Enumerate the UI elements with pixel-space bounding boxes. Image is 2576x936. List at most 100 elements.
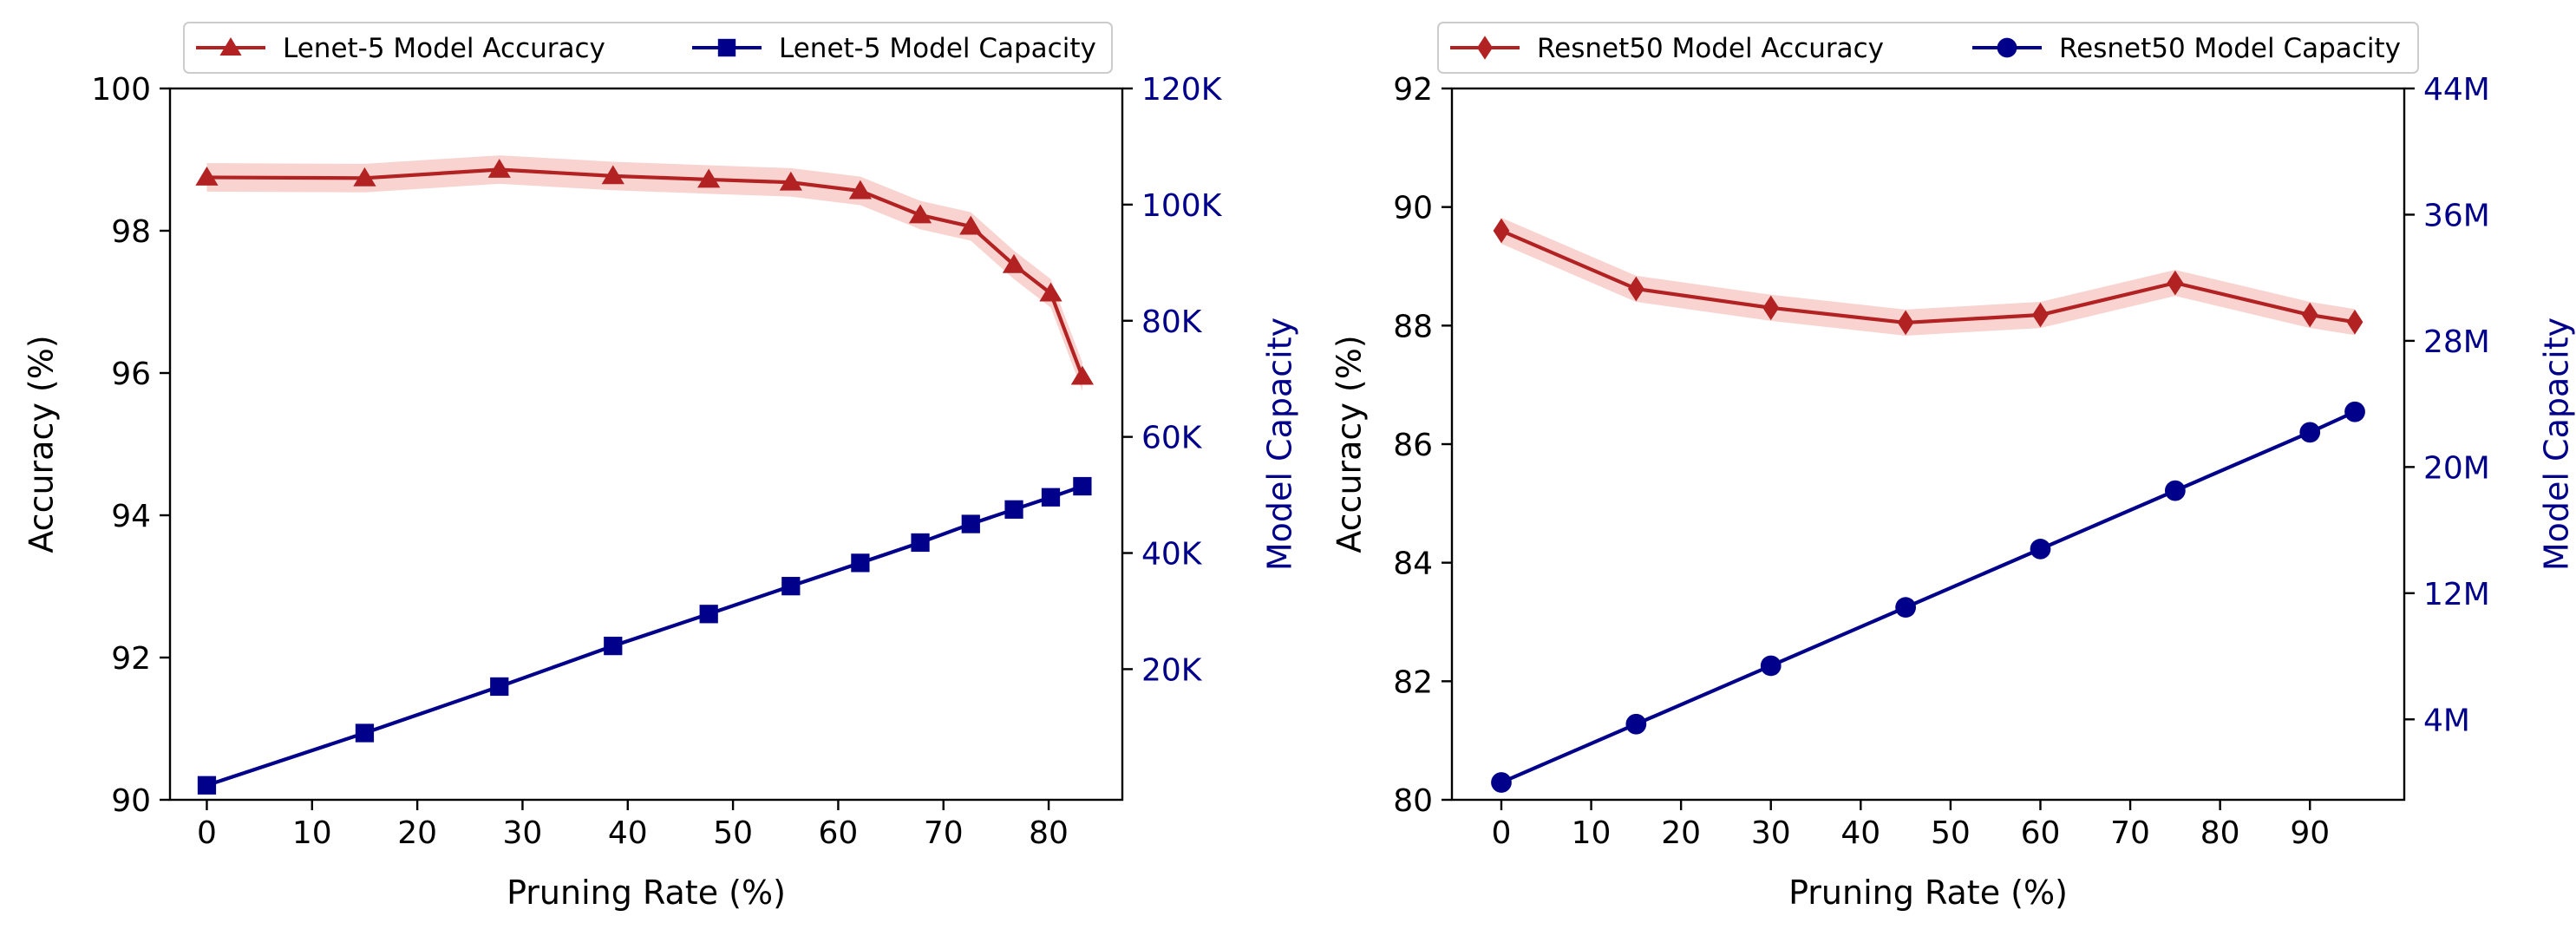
series-0-point-11 [1070, 365, 1095, 385]
resnet-y-right-axis-label: Model Capacity [2538, 317, 2576, 571]
series-0-point-8 [959, 215, 983, 235]
x-tick-label-8: 80 [1029, 815, 1069, 851]
x-tick-label-1: 10 [1572, 815, 1612, 851]
x-tick-label-3: 30 [503, 815, 543, 851]
y-right-tick-label-5: 44M [2423, 72, 2490, 108]
y-right-tick-label-3: 28M [2423, 324, 2490, 360]
y-right-tick-label-4: 100K [1141, 188, 1223, 224]
series-1-point-5 [2164, 480, 2186, 501]
series-1-point-5 [781, 577, 801, 596]
series-0-error-band [1500, 217, 2356, 336]
y-tick-label-2: 84 [1393, 547, 1433, 582]
y-right-tick-label-1: 40K [1141, 537, 1203, 573]
series-0-point-0 [195, 167, 219, 186]
y-tick-label-1: 82 [1393, 664, 1433, 700]
resnet-markers-layer [1491, 218, 2365, 793]
legend-entry-lenet-accuracy: Lenet-5 Model Accuracy [196, 33, 605, 64]
y-tick-label-5: 100 [91, 72, 151, 108]
series-0-point-2 [1762, 295, 1780, 321]
series-1-point-7 [2344, 401, 2365, 422]
series-1-point-4 [2030, 539, 2051, 560]
lenet-y-right-axis-label: Model Capacity [1261, 317, 1299, 571]
series-0-point-5 [2167, 270, 2184, 296]
x-tick-label-2: 20 [1661, 815, 1701, 851]
y-tick-label-6: 92 [1393, 72, 1433, 108]
x-tick-label-0: 0 [1492, 815, 1512, 851]
x-tick-label-4: 40 [1840, 815, 1880, 851]
y-right-tick-label-0: 4M [2423, 703, 2470, 738]
lenet-chart: 0 10 20 30 40 50 60 70 80 90 92 94 96 98 100 20K 40K 60K 8… [23, 22, 1299, 912]
x-tick-label-1: 10 [292, 815, 332, 851]
series-1-point-6 [2299, 422, 2321, 443]
lenet-plot-frame [168, 87, 1124, 802]
resnet-lines-layer [1500, 229, 2356, 784]
series-0-point-0 [1493, 218, 1510, 244]
lenet-legend: Lenet-5 Model Accuracy Lenet-5 Model Cap… [183, 22, 1113, 74]
series-0-point-4 [2032, 302, 2049, 328]
series-0-point-7 [2346, 309, 2364, 335]
series-0-point-1 [1627, 276, 1644, 302]
resnet-chart: 0 10 20 30 40 50 60 70 80 90 80 82 84 86 88 90 92 4M 12M 20… [1330, 22, 2576, 912]
series-0-point-6 [2301, 302, 2318, 328]
x-tick-label-8: 80 [2200, 815, 2240, 851]
series-1-point-11 [1073, 476, 1092, 496]
x-tick-label-2: 20 [397, 815, 437, 851]
series-0-point-6 [848, 180, 873, 200]
y-tick-label-3: 96 [111, 357, 151, 392]
y-tick-label-2: 94 [111, 499, 151, 534]
series-1-point-3 [1895, 597, 1916, 619]
y-right-tick-label-2: 60K [1141, 421, 1203, 456]
series-1-line [1500, 409, 2356, 784]
y-tick-label-4: 98 [111, 214, 151, 250]
series-1-point-6 [851, 553, 870, 573]
legend-label: Resnet50 Model Capacity [2059, 33, 2401, 64]
x-tick-label-9: 90 [2290, 815, 2330, 851]
resnet-legend: Resnet50 Model Accuracy Resnet50 Model C… [1437, 22, 2419, 74]
series-0-line [1500, 229, 2356, 325]
series-0-point-4 [697, 168, 721, 188]
x-tick-label-0: 0 [197, 815, 217, 851]
y-tick-label-4: 88 [1393, 309, 1433, 344]
lenet-ticks-layer: 0 10 20 30 40 50 60 70 80 90 92 94 96 98 100 20K 40K 60K 8… [91, 72, 1222, 851]
series-1-point-7 [911, 533, 930, 553]
y-right-tick-label-5: 120K [1141, 72, 1223, 108]
y-right-tick-label-4: 36M [2423, 198, 2490, 233]
series-0-point-2 [487, 158, 511, 178]
x-tick-label-6: 60 [819, 815, 859, 851]
lenet-markers-layer [195, 158, 1095, 795]
resnet-legend-box [1437, 22, 2419, 74]
y-right-tick-label-1: 12M [2423, 577, 2490, 612]
series-1-point-3 [604, 636, 623, 656]
x-tick-label-3: 30 [1751, 815, 1791, 851]
series-1-point-8 [961, 514, 980, 533]
legend-diamond-marker [1477, 36, 1493, 60]
legend-triangle-marker [219, 37, 242, 56]
y-tick-label-1: 92 [111, 641, 151, 677]
series-0-point-7 [908, 204, 932, 224]
legend-entry-resnet-accuracy: Resnet50 Model Accuracy [1450, 33, 1884, 64]
legend-label: Resnet50 Model Accuracy [1537, 33, 1884, 64]
series-0-point-10 [1039, 282, 1062, 302]
x-tick-label-6: 60 [2021, 815, 2061, 851]
legend-square-marker [717, 38, 736, 57]
legend-label: Lenet-5 Model Accuracy [283, 33, 605, 64]
series-0-point-9 [1002, 253, 1026, 273]
legend-label: Lenet-5 Model Capacity [779, 33, 1096, 64]
legend-entry-resnet-capacity: Resnet50 Model Capacity [1972, 33, 2401, 64]
x-tick-label-5: 50 [1931, 815, 1971, 851]
series-1-point-10 [1041, 488, 1061, 507]
series-0-point-3 [1897, 310, 1914, 336]
lenet-legend-box [183, 22, 1113, 74]
x-tick-label-7: 70 [924, 815, 964, 851]
series-1-point-2 [1760, 655, 1782, 677]
series-1-point-2 [490, 677, 509, 697]
lenet-y-axis-label: Accuracy (%) [23, 335, 61, 553]
y-tick-label-5: 90 [1393, 191, 1433, 226]
x-tick-label-7: 70 [2110, 815, 2150, 851]
resnet-ticks-layer: 0 10 20 30 40 50 60 70 80 90 80 82 84 86 88 90 92 4M 12M 20… [1393, 72, 2490, 851]
y-tick-label-0: 90 [111, 783, 151, 819]
legend-circle-marker [1997, 37, 2017, 58]
y-right-tick-label-0: 20K [1141, 652, 1203, 688]
